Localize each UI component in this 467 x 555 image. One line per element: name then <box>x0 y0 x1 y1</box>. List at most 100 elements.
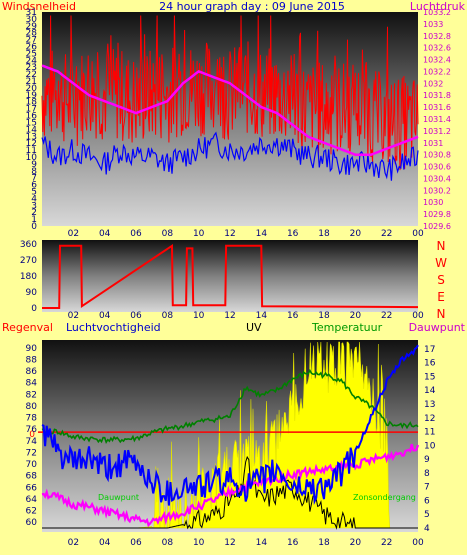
chart2-x-tick: 04 <box>99 311 111 321</box>
direction-y-tick: 90 <box>26 288 38 298</box>
humidity-y-tick: 66 <box>26 483 38 493</box>
chart1-x-tick: 18 <box>318 229 330 239</box>
direction-y-tick: 360 <box>20 240 37 250</box>
chart2-x-tick: 00 <box>412 311 424 321</box>
wind-y-tick: 31 <box>26 8 37 18</box>
dewpoint-inline-label: Dauwpunt <box>98 493 139 502</box>
humidity-y-tick: 84 <box>26 379 38 389</box>
temperature-y-tick: 10 <box>424 441 436 451</box>
direction-y-tick: 180 <box>20 272 37 282</box>
pressure-y-tick: 1029.8 <box>423 210 451 219</box>
wind-y-tick: 22 <box>26 70 37 80</box>
chart1-x-tick: 00 <box>412 229 424 239</box>
chart2-x-tick: 22 <box>381 311 392 321</box>
pressure-y-tick: 1030.4 <box>423 174 451 183</box>
wind-y-tick: 8 <box>31 167 37 177</box>
temperature-y-tick: 15 <box>424 372 435 382</box>
humidity-y-tick: 62 <box>26 507 37 517</box>
wind-y-tick: 20 <box>26 84 38 94</box>
wind-y-tick: 1 <box>31 215 37 225</box>
humidity-y-tick: 86 <box>26 367 38 377</box>
wind-average-line <box>41 131 419 181</box>
dewpoint-axis-title: Dauwpunt <box>409 321 466 334</box>
temperature-y-tick: 16 <box>424 359 436 369</box>
wind-y-tick: 2 <box>31 208 37 218</box>
solar-line <box>42 455 418 530</box>
wind-y-tick: 12 <box>26 139 37 149</box>
chart2-x-tick: 02 <box>68 311 79 321</box>
chart1-x-tick: 08 <box>162 229 174 239</box>
sunset-inline-label: Zonsondergang <box>353 493 416 502</box>
pressure-y-tick: 1032.2 <box>423 67 451 76</box>
pressure-y-tick: 1032.6 <box>423 44 451 53</box>
temperature-y-tick: 14 <box>424 386 436 396</box>
direction-plot-area <box>42 240 418 312</box>
pressure-y-tick: 1029.6 <box>423 222 451 231</box>
humidity-y-tick: 82 <box>26 390 37 400</box>
chart3-x-tick: 20 <box>350 538 362 548</box>
temperature-line <box>41 368 419 445</box>
humidity-y-tick: 60 <box>26 518 38 528</box>
chart3-x-tick: 10 <box>193 538 205 548</box>
wind-y-tick: 3 <box>31 201 37 211</box>
humidity-y-tick: 90 <box>26 344 38 354</box>
wind-y-tick: 13 <box>26 132 37 142</box>
chart2-x-tick: 14 <box>256 311 268 321</box>
temperature-y-tick: 13 <box>424 400 435 410</box>
chart1-x-tick: 12 <box>224 229 235 239</box>
wind-y-tick: 16 <box>26 112 38 122</box>
pressure-axis-title: Luchtdruk <box>410 0 466 13</box>
humidity-axis-title: Luchtvochtigheid <box>66 321 161 334</box>
wind-y-tick: 25 <box>26 49 37 59</box>
chart1-x-tick: 14 <box>256 229 268 239</box>
wind-plot-area <box>42 12 418 226</box>
pressure-y-tick: 1033.2 <box>423 8 451 17</box>
pressure-y-tick: 1031.8 <box>423 91 451 100</box>
temperature-y-tick: 12 <box>424 414 435 424</box>
pressure-y-tick: 1030 <box>423 198 443 207</box>
chart2-x-tick: 06 <box>130 311 142 321</box>
chart1-x-tick: 04 <box>99 229 111 239</box>
uv-axis-title: UV <box>246 321 262 334</box>
pressure-y-tick: 1030.6 <box>423 163 451 172</box>
humidity-y-tick: 64 <box>26 495 38 505</box>
wind-y-tick: 24 <box>26 56 38 66</box>
humidity-y-tick: 78 <box>26 414 38 424</box>
pressure-line <box>41 64 419 156</box>
wind-y-tick: 18 <box>26 98 38 108</box>
chart3-x-tick: 14 <box>256 538 268 548</box>
pressure-y-tick: 1030.2 <box>423 186 451 195</box>
wind-y-tick: 29 <box>26 22 38 32</box>
direction-y-tick: 0 <box>31 304 37 314</box>
pressure-y-tick: 1031.4 <box>423 115 451 124</box>
temperature-y-tick: 8 <box>424 469 430 479</box>
pressure-y-tick: 1031.2 <box>423 127 451 136</box>
chart2-x-tick: 08 <box>162 311 174 321</box>
chart2-x-tick: 12 <box>224 311 235 321</box>
wind-y-tick: 15 <box>26 118 37 128</box>
chart1-x-tick: 06 <box>130 229 142 239</box>
wind-y-tick: 21 <box>26 77 37 87</box>
chart3-x-tick: 06 <box>130 538 142 548</box>
chart2-x-tick: 16 <box>287 311 299 321</box>
direction-label-w: W <box>435 256 447 270</box>
direction-label-s: S <box>437 273 445 287</box>
wind-y-tick: 11 <box>26 146 37 156</box>
humidity-line <box>41 344 419 506</box>
chart1-x-tick: 22 <box>381 229 392 239</box>
temperature-y-tick: 5 <box>424 510 430 520</box>
humidity-y-tick: 76 <box>26 425 38 435</box>
wind-y-tick: 14 <box>26 125 38 135</box>
chart1-x-tick: 16 <box>287 229 299 239</box>
wind-y-tick: 27 <box>26 36 37 46</box>
pressure-y-tick: 1033 <box>423 20 443 29</box>
dewpoint-line <box>41 443 420 528</box>
temperature-y-tick: 7 <box>424 483 430 493</box>
chart3-x-tick: 16 <box>287 538 299 548</box>
temperature-y-tick: 11 <box>424 428 435 438</box>
wind-y-tick: 6 <box>31 181 37 191</box>
humidity-y-tick: 72 <box>26 448 37 458</box>
wind-y-tick: 23 <box>26 63 37 73</box>
